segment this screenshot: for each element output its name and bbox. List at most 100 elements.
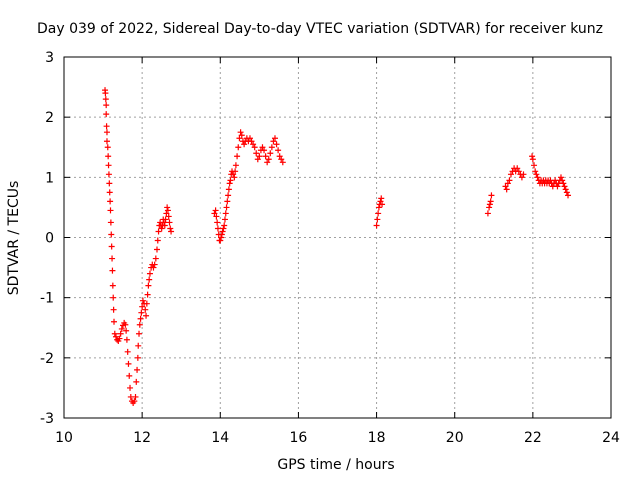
data-point [234,153,241,160]
data-point [103,123,110,130]
data-point [560,180,567,187]
data-point [153,246,160,253]
data-point [559,177,566,184]
data-point [238,132,245,139]
data-point [109,267,116,274]
x-tick-label: 10 [55,430,73,446]
data-point [125,360,132,367]
data-point [232,168,239,175]
grid [64,57,611,418]
data-point [136,330,143,337]
data-point [123,327,130,334]
data-marks [102,87,572,406]
data-point [146,270,153,277]
data-point [211,210,218,217]
data-point [110,306,117,313]
data-point [219,228,226,235]
data-point [164,207,171,214]
data-point [136,321,143,328]
data-point [251,144,258,151]
x-tick-label: 18 [368,430,386,446]
data-point [103,129,110,136]
data-point [231,174,238,181]
data-point [111,330,118,337]
data-point [254,156,261,163]
data-point [131,398,138,405]
chart-title: Day 039 of 2022, Sidereal Day-to-day VTE… [37,21,603,37]
data-point [267,150,274,157]
data-point [166,219,173,226]
x-tick-label: 16 [290,430,308,446]
data-point [146,276,153,283]
data-point [235,144,242,151]
data-point [118,325,125,332]
data-point [270,138,277,145]
data-point [158,225,165,232]
data-point [212,207,219,214]
data-point [165,213,172,220]
data-point [161,219,168,226]
data-point [374,216,381,223]
data-point [123,336,130,343]
data-point [138,309,145,316]
x-axis-label: GPS time / hours [277,457,394,473]
data-point [137,315,144,322]
data-point [377,198,384,205]
data-point [226,180,233,187]
data-point [502,183,509,190]
data-point [133,378,140,385]
data-point [531,162,538,169]
data-point [220,225,227,232]
data-point [520,171,527,178]
data-point [271,135,278,142]
data-point [150,264,157,271]
data-point [484,210,491,217]
data-point [218,234,225,241]
data-point [373,222,380,229]
data-point [144,291,151,298]
data-point [143,312,150,319]
data-point [127,384,134,391]
data-point [532,168,539,175]
data-point [107,198,114,205]
data-point [122,321,129,328]
data-point [230,171,237,178]
data-point [112,333,119,340]
data-point [109,255,116,262]
data-point [164,204,171,211]
data-point [224,198,231,205]
data-point [264,159,271,166]
data-point [111,318,118,325]
data-point [104,144,111,151]
data-point [106,180,113,187]
data-point [561,183,568,190]
data-point [105,162,112,169]
data-point [135,342,142,349]
data-point [117,330,124,337]
data-point [105,171,112,178]
data-point [506,177,513,184]
data-point [237,129,244,136]
data-point [124,348,131,355]
data-point [223,204,230,211]
data-point [213,213,220,220]
data-point [529,156,536,163]
data-point [225,186,232,193]
data-point [275,147,282,154]
data-point [139,297,146,304]
data-point [161,222,168,229]
data-point [256,153,263,160]
data-point [132,393,139,400]
data-point [134,366,141,373]
x-tick-label: 22 [524,430,542,446]
x-tick-label: 20 [446,430,464,446]
data-point [268,144,275,151]
data-point [276,153,283,160]
data-point [259,144,266,151]
data-point [248,138,255,145]
data-point [103,138,110,145]
data-point [142,306,149,313]
data-point [151,261,158,268]
y-tick-label: 3 [45,50,54,66]
